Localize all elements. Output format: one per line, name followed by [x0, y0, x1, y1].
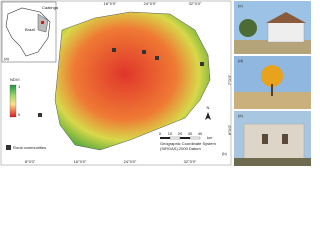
- scale-bar: [160, 136, 201, 140]
- coord: 16°0'0": [104, 1, 117, 6]
- photo-e: [234, 111, 311, 166]
- scale-seg: [180, 137, 190, 139]
- coord: 7°0'0": [227, 74, 232, 85]
- scale-label: 10: [168, 131, 173, 136]
- coord: 8°0'0": [227, 124, 232, 135]
- scale-label: 0: [159, 131, 162, 136]
- page: Brazil Caatinga (a) 16°0'0" 24°0'0" 32°0…: [0, 0, 312, 167]
- scale-label: 20: [178, 131, 183, 136]
- north-label: N: [207, 105, 210, 110]
- scale-unit: km: [207, 135, 213, 140]
- country-label: Brazil: [25, 27, 35, 32]
- coord: 32°0'0": [184, 159, 197, 164]
- biome-label: Caatinga: [42, 5, 59, 10]
- ground: [234, 40, 311, 54]
- inset-label: (a): [4, 56, 10, 61]
- community: [155, 56, 159, 60]
- study-area-map: [54, 11, 211, 151]
- scale-seg: [169, 136, 181, 140]
- north-arrow: [205, 112, 211, 120]
- legend-high: 1: [18, 84, 21, 89]
- legend-low: 0: [18, 112, 21, 117]
- scale-seg: [160, 137, 170, 139]
- tree: [239, 19, 257, 37]
- scale-seg: [189, 136, 201, 140]
- ground: [234, 92, 311, 109]
- window: [282, 134, 288, 144]
- symbol-legend: Rural communities: [13, 145, 46, 150]
- community: [200, 62, 204, 66]
- photo-label: (c): [238, 3, 243, 8]
- coord: 24°0'0": [144, 1, 157, 6]
- crs-line: (SIRGAS) 2000 Datum: [160, 146, 201, 151]
- community: [112, 48, 116, 52]
- study-area: [41, 21, 44, 24]
- photo-c: [234, 1, 311, 54]
- photo-d: [234, 56, 311, 109]
- window: [262, 134, 268, 144]
- scale-label: 30: [188, 131, 193, 136]
- coord: 24°0'0": [124, 159, 137, 164]
- crs-line: Geographic Coordinate System: [160, 141, 216, 146]
- trunk: [271, 84, 273, 96]
- symbol-icon: [6, 145, 11, 150]
- tree: [261, 65, 283, 87]
- community-icons: [38, 48, 204, 117]
- coord: 32°0'0": [189, 1, 202, 6]
- map-label: (b): [222, 151, 228, 156]
- legend-title: NDVI: [10, 77, 20, 82]
- coord: 16°0'0": [74, 159, 87, 164]
- photo-label: (e): [238, 113, 244, 118]
- coord: 8°0'0": [25, 159, 36, 164]
- roof: [266, 12, 306, 23]
- color-bar: [9, 84, 17, 118]
- figure: Brazil Caatinga (a) 16°0'0" 24°0'0" 32°0…: [0, 0, 311, 166]
- house: [267, 21, 305, 43]
- community: [38, 113, 42, 117]
- scale-label: 40: [198, 131, 203, 136]
- building: [243, 123, 305, 163]
- photo-label: (d): [238, 58, 244, 63]
- ground: [234, 158, 311, 166]
- community: [142, 50, 146, 54]
